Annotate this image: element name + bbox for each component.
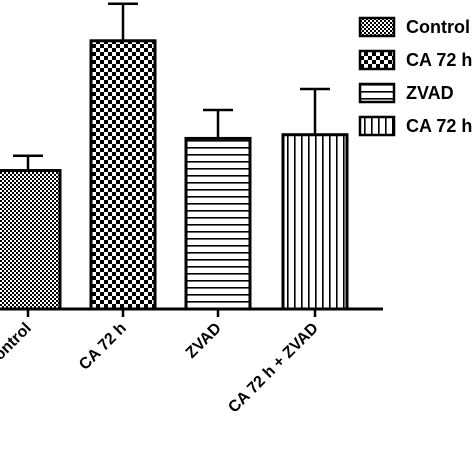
bar-2	[89, 39, 157, 311]
legend-label-3: ZVAD	[406, 83, 454, 103]
x-tick-label-3: ZVAD	[183, 320, 225, 362]
legend: Control CA 72 h ZVAD CA 72 h + ZVAD	[358, 16, 474, 137]
legend-swatch-4	[358, 115, 396, 137]
bar-1	[0, 169, 62, 311]
x-tick-label-1: Control	[0, 320, 35, 372]
bar-3	[184, 136, 252, 311]
x-tick-label-4: CA 72 h + ZVAD	[225, 320, 322, 417]
legend-swatch-2	[358, 49, 396, 71]
plot-area: Control CA 72 h ZVAD CA 72 h + ZVAD	[0, 2, 383, 417]
legend-swatch-3	[358, 82, 396, 104]
bar-4	[281, 133, 349, 311]
legend-label-4: CA 72 h + ZVAD	[406, 116, 474, 136]
legend-label-2: CA 72 h	[406, 50, 472, 70]
legend-label-1: Control	[406, 17, 470, 37]
legend-swatch-1	[358, 16, 396, 38]
x-tick-label-2: CA 72 h	[76, 320, 130, 374]
